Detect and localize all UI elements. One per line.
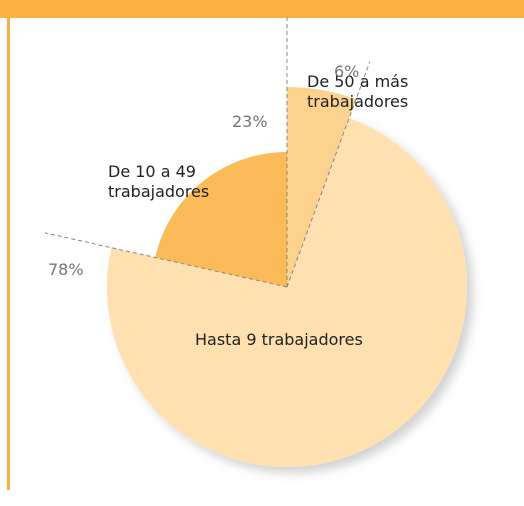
slice-label: Hasta 9 trabajadores — [195, 330, 363, 349]
slice-label: De 50 a más trabajadores — [307, 72, 409, 111]
value-label: 23% — [232, 112, 268, 131]
pie-slice — [106, 118, 468, 467]
leader-line — [286, 61, 371, 288]
value-label: 78% — [48, 260, 84, 279]
value-label: 6% — [334, 62, 360, 81]
pie-slice — [155, 152, 287, 287]
slice-label: De 10 a 49 trabajadores — [108, 162, 210, 201]
leader-line — [44, 232, 288, 288]
pie-slice — [287, 87, 357, 287]
top-bar — [0, 0, 524, 18]
left-bar — [7, 18, 10, 490]
